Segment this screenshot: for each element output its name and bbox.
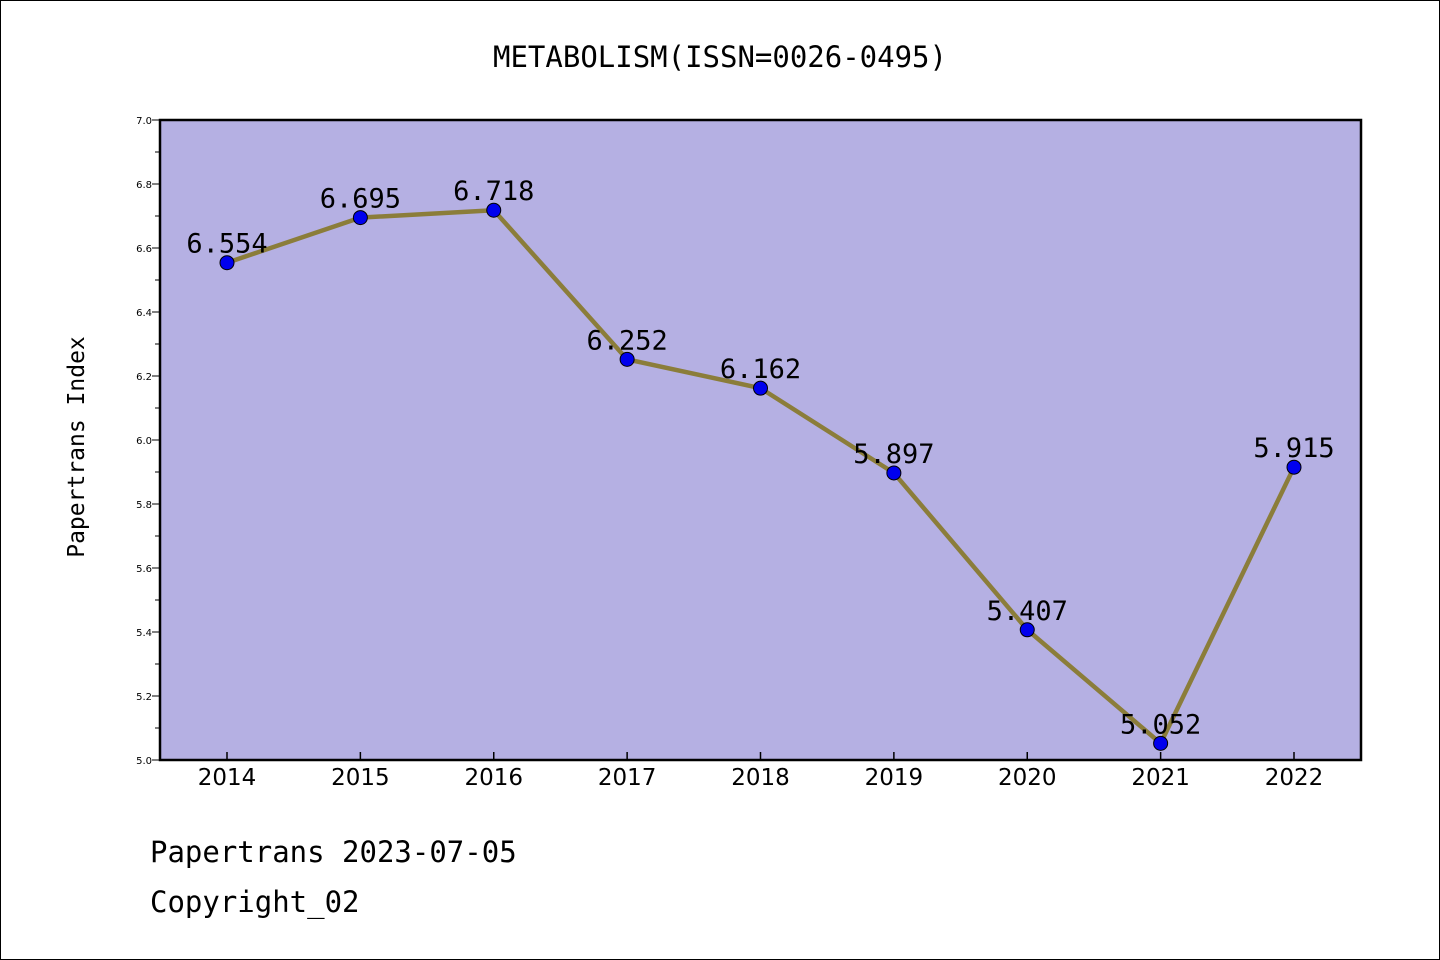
y-tick-label: 5.4 — [136, 628, 152, 639]
x-tick-label: 2014 — [198, 765, 257, 791]
data-label: 6.695 — [320, 184, 401, 215]
data-point — [1019, 622, 1035, 638]
data-point — [886, 465, 902, 481]
data-point — [1286, 459, 1302, 475]
data-label: 6.718 — [453, 176, 534, 207]
data-point — [1153, 735, 1169, 751]
data-point — [352, 210, 368, 226]
y-axis: 5.0 5.2 5.4 5.6 5.8 6.0 6.2 6.4 6.6 6.8 7.0 — [136, 116, 160, 767]
x-tick-label: 2015 — [331, 765, 390, 791]
data-point — [753, 380, 768, 396]
y-tick-label: 6.6 — [136, 244, 152, 255]
data-point — [219, 255, 235, 271]
y-tick-label: 7.0 — [136, 116, 152, 127]
data-label: 5.915 — [1253, 433, 1334, 464]
x-tick-label: 2022 — [1265, 765, 1324, 791]
series: 6.554 6.695 6.718 6.252 6.162 5.897 5.407 5.052… — [186, 176, 1335, 751]
y-tick-label: 5.0 — [136, 756, 152, 767]
y-tick-label: 6.0 — [136, 436, 152, 447]
data-point — [486, 202, 502, 218]
data-label: 6.162 — [720, 354, 801, 385]
x-tick-label: 2018 — [731, 765, 790, 791]
chart-title: METABOLISM(ISSN=0026-0495) — [493, 40, 947, 74]
y-tick-label: 6.8 — [136, 180, 152, 191]
footer-date: Papertrans 2023-07-05 — [150, 835, 517, 869]
y-tick-label: 5.8 — [136, 500, 152, 511]
data-label: 5.052 — [1120, 709, 1201, 740]
footer-copyright: Copyright_02 — [150, 885, 360, 919]
plot-border — [158, 118, 1363, 762]
y-tick-label: 5.2 — [136, 692, 152, 703]
data-label: 5.897 — [853, 439, 934, 470]
y-axis-label: Papertrans Index — [64, 336, 90, 558]
x-tick-label: 2017 — [598, 765, 657, 791]
y-tick-label: 5.6 — [136, 564, 152, 575]
x-tick-label: 2020 — [998, 765, 1057, 791]
y-tick-label: 6.2 — [136, 372, 152, 383]
x-tick-label: 2021 — [1131, 765, 1190, 791]
x-axis: 2014 2015 2016 2017 2018 2019 2020 2021 2022 — [198, 752, 1324, 791]
data-label: 6.554 — [186, 229, 267, 260]
data-label: 6.252 — [586, 325, 667, 356]
y-tick-label: 6.4 — [136, 308, 152, 319]
x-tick-label: 2016 — [464, 765, 523, 791]
x-tick-label: 2019 — [865, 765, 924, 791]
data-label: 5.407 — [987, 596, 1068, 627]
data-point — [619, 351, 635, 367]
plot-area — [160, 120, 1361, 760]
